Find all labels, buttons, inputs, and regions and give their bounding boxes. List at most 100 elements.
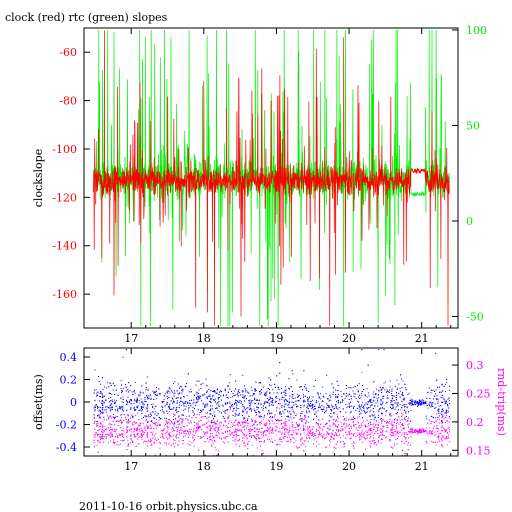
top-y2-tick-label: 100	[466, 24, 487, 37]
scatter-point-offset	[265, 393, 267, 395]
scatter-point-rndtrip	[341, 426, 343, 427]
scatter-point-offset	[227, 409, 229, 411]
scatter-point-rndtrip	[182, 420, 184, 422]
scatter-point-offset	[173, 383, 174, 385]
scatter-point-offset	[261, 427, 263, 429]
scatter-point-rndtrip	[219, 437, 221, 439]
scatter-point-rndtrip	[352, 418, 354, 420]
scatter-point-offset	[167, 412, 169, 414]
scatter-point-rndtrip	[360, 433, 362, 435]
scatter-point-rndtrip	[260, 441, 262, 442]
scatter-point-rndtrip	[323, 426, 325, 428]
scatter-point-rndtrip	[255, 428, 257, 430]
scatter-point-offset	[242, 404, 244, 406]
scatter-point-offset	[168, 387, 170, 389]
scatter-point-rndtrip	[339, 437, 341, 439]
scatter-point-rndtrip	[257, 434, 259, 436]
scatter-point-rndtrip	[404, 416, 406, 418]
scatter-point-rndtrip	[286, 441, 288, 442]
scatter-point-rndtrip	[309, 437, 311, 439]
scatter-point-offset	[321, 405, 323, 407]
scatter-point-rndtrip	[361, 430, 363, 432]
scatter-point-rndtrip	[437, 431, 439, 432]
scatter-point-offset	[391, 398, 393, 400]
scatter-point-offset	[236, 400, 238, 401]
scatter-point-offset	[435, 417, 437, 419]
scatter-point-offset	[314, 408, 316, 410]
scatter-point-rndtrip	[202, 425, 204, 426]
scatter-point-offset	[298, 396, 299, 398]
scatter-point-rndtrip	[198, 414, 200, 416]
scatter-point-rndtrip	[116, 436, 118, 438]
scatter-point-rndtrip	[279, 428, 281, 429]
scatter-point-offset	[210, 398, 212, 400]
scatter-point-offset	[380, 418, 382, 419]
scatter-point-offset	[331, 406, 333, 408]
scatter-point-offset	[358, 398, 360, 400]
scatter-point-rndtrip	[242, 437, 244, 439]
scatter-point-rndtrip	[166, 436, 168, 438]
scatter-point-offset	[217, 428, 219, 430]
scatter-point-rndtrip	[338, 430, 340, 432]
scatter-point-offset	[207, 412, 208, 414]
scatter-point-offset	[114, 393, 116, 395]
scatter-point-offset	[140, 398, 142, 400]
scatter-point-rndtrip	[137, 438, 139, 440]
scatter-point-rndtrip	[196, 426, 197, 428]
scatter-point-rndtrip	[429, 430, 431, 432]
scatter-point-rndtrip	[412, 431, 413, 433]
scatter-point-rndtrip	[181, 439, 183, 441]
scatter-point-offset	[330, 409, 332, 410]
scatter-point-rndtrip	[399, 426, 401, 428]
scatter-point-rndtrip	[139, 430, 141, 432]
scatter-point-offset	[279, 411, 281, 413]
scatter-point-offset	[351, 398, 352, 400]
scatter-point-offset	[169, 403, 171, 405]
scatter-point-rndtrip	[372, 440, 374, 442]
scatter-point-offset	[122, 406, 124, 408]
scatter-point-offset	[431, 404, 433, 406]
scatter-point-offset	[145, 416, 147, 418]
scatter-point-offset	[326, 374, 328, 376]
scatter-point-offset	[382, 401, 384, 403]
scatter-point-offset	[398, 409, 399, 411]
scatter-point-offset	[353, 396, 355, 398]
scatter-point-offset	[221, 404, 223, 406]
scatter-point-offset	[379, 386, 381, 388]
scatter-point-rndtrip	[101, 424, 103, 426]
scatter-point-rndtrip	[296, 447, 298, 449]
scatter-point-offset	[168, 397, 170, 399]
scatter-point-offset	[353, 405, 355, 407]
scatter-point-offset	[416, 402, 418, 404]
scatter-point-offset	[220, 395, 222, 397]
scatter-point-offset	[353, 393, 355, 395]
scatter-point-rndtrip	[122, 430, 124, 432]
scatter-point-rndtrip	[236, 432, 238, 434]
scatter-point-rndtrip	[411, 430, 413, 432]
scatter-point-offset	[402, 380, 404, 382]
scatter-point-offset	[122, 409, 123, 411]
scatter-point-rndtrip	[284, 424, 286, 426]
scatter-point-offset	[289, 388, 290, 390]
scatter-point-offset	[364, 395, 366, 397]
scatter-point-offset	[185, 401, 187, 403]
scatter-point-offset	[248, 400, 250, 402]
scatter-point-rndtrip	[169, 434, 171, 436]
scatter-point-rndtrip	[291, 424, 293, 426]
scatter-point-offset	[198, 380, 200, 382]
scatter-point-offset	[403, 399, 405, 401]
scatter-point-rndtrip	[100, 434, 102, 436]
scatter-point-rndtrip	[279, 437, 281, 439]
scatter-point-offset	[380, 389, 382, 391]
scatter-point-rndtrip	[401, 412, 402, 414]
scatter-point-rndtrip	[353, 441, 354, 443]
scatter-point-rndtrip	[313, 439, 315, 441]
scatter-point-offset	[405, 389, 407, 391]
scatter-point-rndtrip	[122, 454, 124, 456]
scatter-point-offset	[306, 396, 308, 398]
scatter-point-offset	[173, 413, 175, 415]
scatter-point-offset	[302, 389, 303, 391]
scatter-point-rndtrip	[141, 418, 143, 419]
scatter-point-offset	[136, 401, 138, 403]
scatter-point-rndtrip	[221, 428, 222, 430]
